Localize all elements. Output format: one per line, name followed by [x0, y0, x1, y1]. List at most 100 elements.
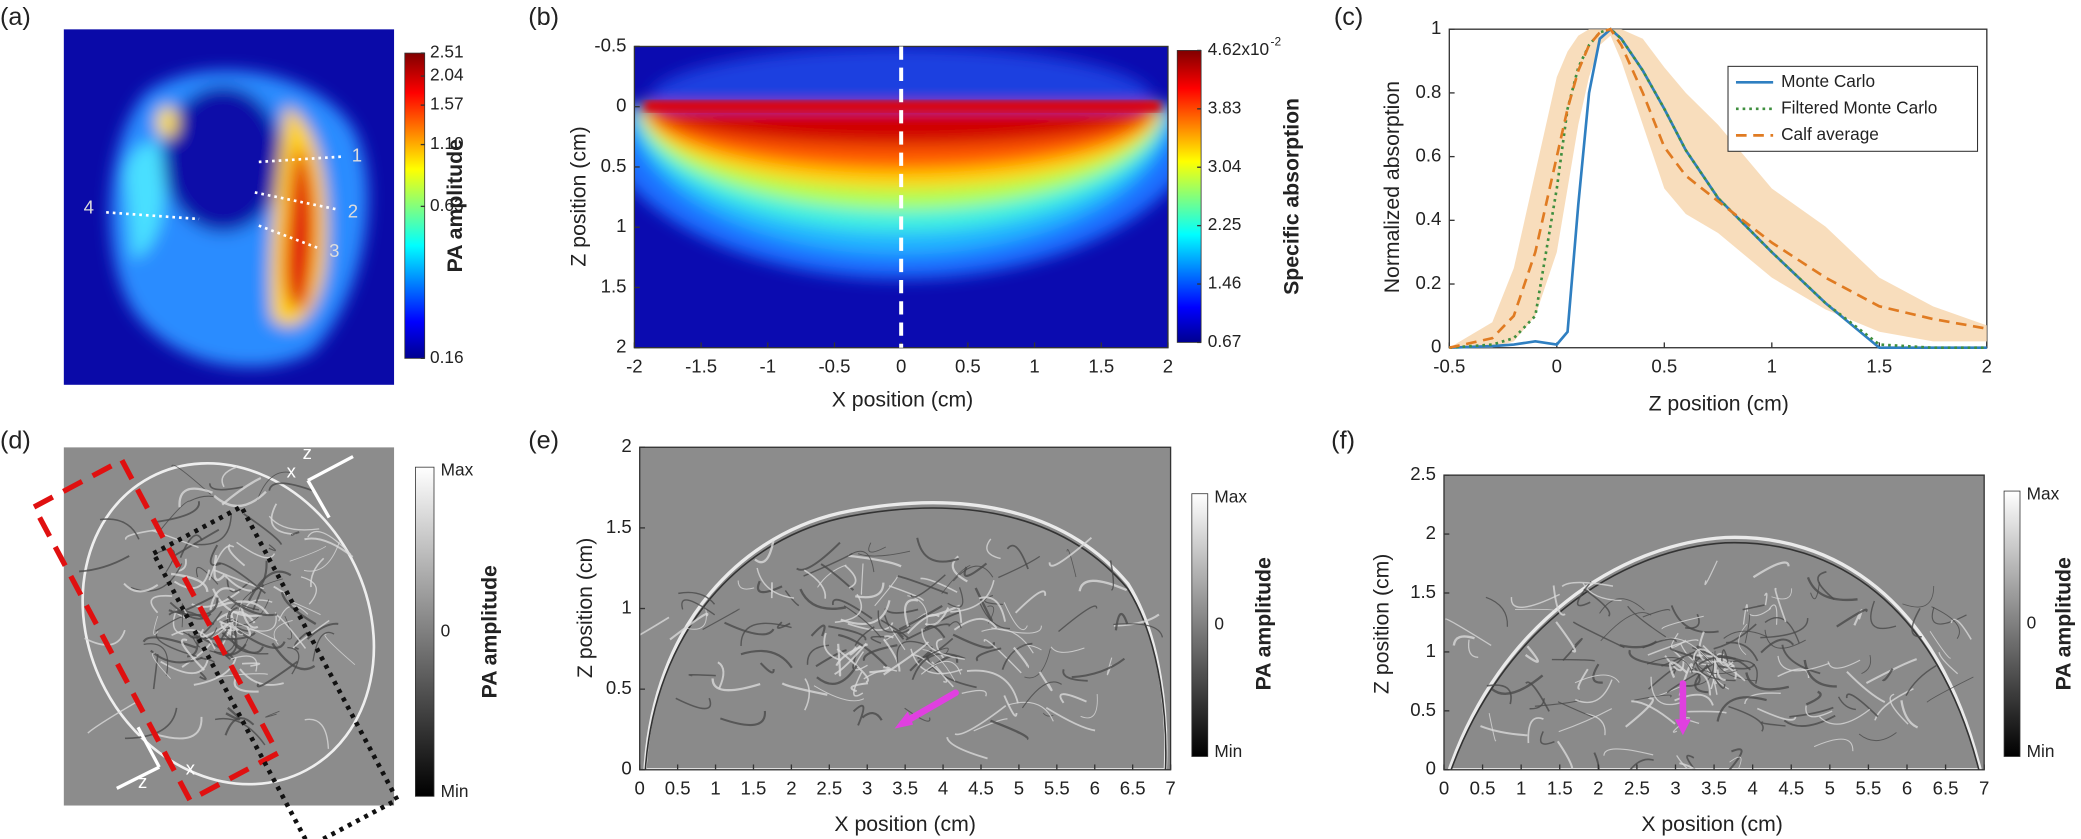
texture — [306, 622, 339, 640]
texture — [239, 668, 284, 686]
texture — [1745, 672, 1790, 691]
texture — [921, 628, 965, 660]
colorbar-title: PA amplitude — [479, 565, 502, 698]
texture — [983, 639, 1022, 674]
profile-label: 3 — [329, 240, 339, 261]
texture — [324, 634, 356, 666]
colorbar-label: Min — [2027, 741, 2055, 761]
texture — [208, 545, 235, 581]
x-tick-label: 4.5 — [1778, 778, 1804, 799]
texture — [1950, 618, 1972, 640]
x-tick-label: 0.5 — [955, 356, 981, 377]
texture — [828, 625, 867, 641]
texture — [307, 530, 352, 556]
texture — [1718, 663, 1756, 670]
x-tick-label: 7 — [1979, 778, 1989, 799]
texture — [249, 560, 268, 593]
y-axis-label: Z position (cm) — [1371, 554, 1394, 694]
texture — [310, 557, 325, 588]
texture — [1771, 588, 1793, 600]
texture — [1669, 646, 1707, 662]
texture — [221, 466, 238, 488]
texture — [702, 608, 740, 631]
x-tick-label: 4 — [1747, 778, 1757, 799]
colorbar-tick-label: 1.57 — [430, 94, 464, 114]
texture — [952, 633, 995, 649]
texture — [1728, 705, 1764, 732]
axis-letter: z — [138, 771, 147, 792]
texture — [1803, 659, 1837, 688]
texture — [740, 650, 793, 669]
texture — [1783, 714, 1836, 727]
texture — [1752, 561, 1790, 579]
texture — [180, 638, 205, 671]
x-tick-label: 2 — [1163, 356, 1173, 377]
texture — [910, 574, 946, 598]
texture — [1109, 560, 1115, 591]
texture — [815, 649, 847, 668]
texture — [1845, 693, 1879, 718]
texture — [987, 605, 995, 624]
texture — [312, 631, 335, 662]
texture — [239, 605, 259, 629]
texture — [130, 563, 183, 592]
texture — [810, 624, 826, 637]
y-tick-label: 2 — [616, 336, 626, 357]
texture — [194, 513, 233, 546]
texture — [852, 704, 865, 726]
texture — [1689, 670, 1712, 696]
texture — [236, 541, 276, 559]
texture — [1592, 663, 1603, 684]
texture — [226, 577, 250, 593]
texture — [213, 569, 265, 589]
profile-line — [106, 211, 200, 221]
texture — [1729, 756, 1742, 770]
texture — [1760, 638, 1795, 654]
texture — [1764, 629, 1806, 649]
texture — [877, 610, 911, 633]
y-tick-label: 0.2 — [1416, 272, 1442, 293]
x-tick-label: 5 — [1014, 778, 1024, 799]
colorbar-label: 0 — [441, 620, 451, 640]
texture — [1552, 585, 1566, 616]
texture — [1756, 707, 1797, 721]
texture — [1647, 639, 1699, 656]
y-tick-label: 0.5 — [606, 677, 632, 698]
texture — [756, 580, 783, 594]
texture — [1764, 617, 1800, 644]
texture — [1080, 694, 1098, 719]
texture — [947, 587, 964, 608]
x-tick-label: -0.5 — [818, 356, 850, 377]
texture — [678, 591, 716, 605]
texture — [171, 464, 211, 495]
texture — [1021, 681, 1062, 709]
texture — [1760, 721, 1786, 727]
texture — [1774, 587, 1787, 623]
texture — [169, 601, 212, 620]
x-axis-label: X position (cm) — [834, 813, 975, 836]
image — [63, 29, 395, 385]
axis-letter: x — [186, 758, 196, 779]
texture — [796, 541, 841, 571]
x-tick-label: -2 — [626, 356, 643, 377]
profile-line — [258, 224, 319, 250]
texture — [123, 582, 159, 593]
texture — [235, 601, 244, 635]
texture — [1642, 638, 1678, 649]
texture — [1760, 617, 1809, 639]
texture — [1562, 637, 1583, 662]
legend-label: Monte Carlo — [1781, 71, 1875, 91]
tissue-edge — [1450, 541, 1980, 770]
x-axis-label: X position (cm) — [832, 388, 974, 411]
texture — [300, 576, 317, 605]
texture — [215, 600, 270, 616]
texture — [150, 649, 204, 664]
y-tick-label: -0.5 — [594, 34, 626, 55]
texture — [1572, 621, 1625, 649]
colorbar-label: Min — [441, 781, 469, 801]
texture — [1704, 560, 1718, 586]
texture — [639, 616, 670, 636]
texture — [1666, 663, 1714, 694]
colorbar-tick-label: 1.10 — [430, 133, 464, 153]
texture — [924, 607, 950, 626]
